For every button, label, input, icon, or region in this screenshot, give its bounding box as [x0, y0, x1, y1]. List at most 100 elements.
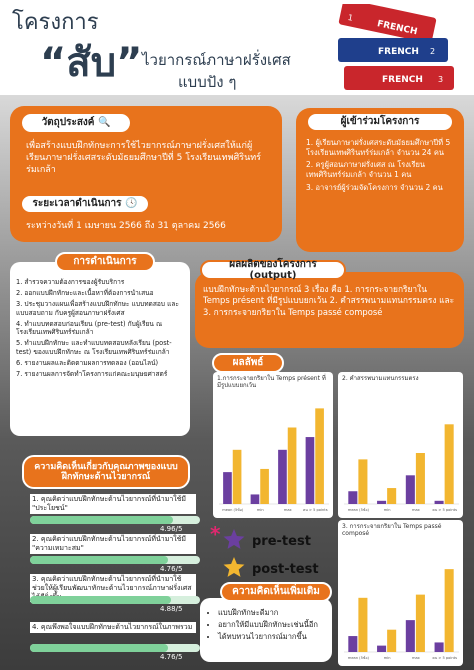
process-list: 1. สำรวจความต้องการของผู้รับบริการ 2. ออก… [16, 278, 186, 381]
bar [444, 569, 454, 652]
legend-label: post-test [252, 562, 319, 577]
survey-value: 4.76/5 [160, 565, 183, 573]
chart-title: 3. การกระจายกริยาใน Temps passé composé [342, 523, 442, 538]
bullet-list: แบบฝึกทักษะดีมากอยากให้มีแบบฝึกทักษะเช่น… [206, 608, 330, 642]
chart-title: 1.การกระจายกริยาใน Temps présent ที่มีรู… [217, 375, 326, 390]
book-number: 2 [430, 47, 435, 56]
heading-text: ระยะเวลาดำเนินการ [32, 198, 122, 210]
x-tick-label: min [257, 508, 264, 512]
participants-box [296, 108, 464, 252]
comments-list: แบบฝึกทักษะดีมากอยากให้มีแบบฝึกทักษะเช่น… [206, 608, 330, 644]
book-number: 1 [347, 13, 354, 23]
bar [377, 645, 387, 652]
bar [278, 449, 287, 504]
title-highlight: “สับ” [40, 40, 143, 86]
book [338, 4, 437, 44]
output-text: แบบฝึกทักษะด้านไวยากรณ์ 3 เรื่อง คือ 1. … [203, 284, 455, 317]
title-line: โครงการ [12, 10, 99, 35]
bar [305, 437, 315, 504]
survey-bar [30, 596, 172, 604]
book [338, 38, 448, 62]
bar [232, 449, 242, 504]
objective-text: เพื่อสร้างแบบฝึกทักษะการใช้ไวยากรณ์ภาษาฝ… [26, 141, 261, 176]
chart-card: 3. การกระจายกริยาใน Temps passé composé m… [338, 520, 463, 666]
comments-heading: ความคิดเห็นเพิ่มเติม [220, 582, 332, 602]
list-item: 2. ออกแบบฝึกทักษะและเนื้อหาที่ต้องการนำเ… [16, 288, 154, 297]
x-tick-label: max [412, 508, 421, 512]
heading-text: วัตถุประสงค์ [41, 117, 95, 129]
survey-bar [30, 644, 168, 652]
bar [358, 459, 368, 504]
survey-question: 4. คุณพึงพอใจแบบฝึกทักษะด้านไวยากรณ์ในภา… [30, 622, 196, 633]
duration-heading: ระยะเวลาดำเนินการ 🕓 [20, 194, 150, 214]
legend-label: pre-test [252, 534, 311, 549]
survey-question: 2. คุณคิดว่าแบบฝึกทักษะด้านไวยากรณ์ที่นำ… [30, 534, 196, 554]
output-box [195, 272, 464, 348]
bar [444, 424, 454, 504]
x-tick-label: mean (5ข้อ) [348, 655, 370, 660]
book-number: 3 [438, 75, 443, 84]
survey-bar [30, 556, 168, 564]
process-box [10, 262, 190, 436]
duration-text: ระหว่างวันที่ 1 เมษายน 2566 ถึง 31 ตุลาค… [26, 221, 226, 231]
survey-value: 4.96/5 [160, 525, 183, 533]
chart: mean (5ข้อ) min max คน > 5 points [219, 408, 329, 512]
bar [415, 453, 425, 504]
x-tick-label: max [284, 508, 293, 512]
list-item: 5. ทำแบบฝึกทักษะ และทำแบบทดสอบหลังเรียน … [16, 339, 172, 357]
books-illustration: FRENCH FRENCH FRENCH 1 2 3 [338, 4, 454, 90]
bar [260, 468, 269, 504]
chart-card: 2. คำสรรพนามแทนกรรมตรง mean (5ข้อ) min max ค… [338, 372, 463, 518]
comments-box [200, 598, 332, 662]
chart: mean (5ข้อ) min max คน > 5 points [344, 569, 459, 660]
decoration: * [210, 522, 221, 546]
bar [434, 500, 444, 504]
legend-marker [223, 557, 245, 577]
x-tick-label: คน > 5 points [432, 656, 457, 660]
legend: pre-test post-test [223, 529, 319, 577]
bar [387, 629, 397, 652]
x-tick-label: mean (5ข้อ) [348, 507, 370, 512]
bar [358, 597, 368, 652]
chart-card: 1.การกระจายกริยาใน Temps présent ที่มีรู… [213, 372, 333, 518]
title-line: แบบปัง ๆ [178, 73, 237, 91]
participants-heading: ผู้เข้าร่วมโครงการ [306, 112, 454, 132]
list-item: 1. ผู้เรียนภาษาฝรั่งเศสระดับมัธยมศึกษาปี… [306, 138, 451, 158]
list-item: 1. สำรวจความต้องการของผู้รับบริการ [16, 278, 125, 286]
list-item: 7. รายงานผลการจัดทำโครงการแก่คณะมนุษยศาส… [16, 370, 168, 379]
bar [250, 494, 260, 504]
book [344, 66, 454, 90]
chart-title: 2. คำสรรพนามแทนกรรมตรง [342, 375, 419, 382]
list-item: 2. ครูผู้สอนภาษาฝรั่งเศส ณ โรงเรียนเทพศิ… [306, 160, 426, 180]
results-heading: ผลลัพธ์ [212, 353, 284, 373]
chart: mean (5ข้อ) min max คน > 5 points [344, 424, 459, 512]
x-tick-label: min [384, 656, 391, 660]
process-heading: การดำเนินการ [55, 252, 155, 272]
survey-value: 4.76/5 [160, 653, 183, 661]
legend-marker [223, 529, 245, 549]
survey-heading: ความคิดเห็นเกี่ยวกับคุณภาพของแบบฝึกทักษะ… [22, 455, 190, 489]
x-tick-label: คน > 5 points [432, 508, 457, 512]
bar [434, 642, 444, 652]
x-tick-label: min [384, 508, 391, 512]
book-label: FRENCH [378, 47, 419, 57]
list-item: 3. ประชุมวางแผนเพื่อสร้างแบบฝึกทักษะ แบบ… [16, 299, 179, 317]
list-item: 6. รายงานผลและติดตามผลการทดลอง (ออนไลน์) [16, 359, 159, 368]
bar [377, 500, 387, 504]
objective-heading: วัตถุประสงค์ 🔍 [20, 112, 132, 134]
bar [348, 636, 358, 652]
bar [387, 488, 397, 504]
list-item: 4. ทำแบบทดสอบก่อนเรียน (pre-test) กับผู้… [16, 319, 163, 337]
list-item: อยากให้มีแบบฝึกทักษะเช่นนี้อีก [218, 620, 330, 630]
x-tick-label: mean (5ข้อ) [222, 507, 244, 512]
list-item: 3. อาจารย์ผู้ร่วมจัดโครงการ จำนวน 2 คน [306, 182, 443, 192]
bar [405, 620, 415, 652]
bar [405, 475, 415, 504]
x-tick-label: max [412, 656, 421, 660]
bar [315, 408, 324, 504]
book-label: FRENCH [382, 75, 423, 85]
title-line: ไวยากรณ์ภาษาฝรั่งเศส [142, 51, 291, 69]
bar [223, 472, 232, 504]
bar [348, 491, 358, 504]
